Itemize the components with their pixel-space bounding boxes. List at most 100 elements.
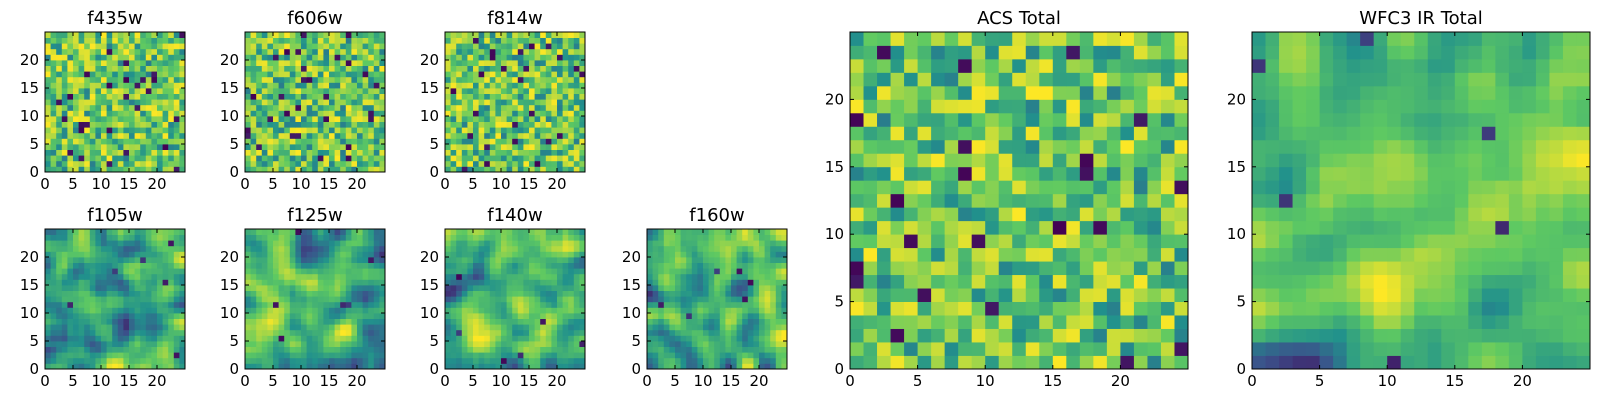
heatmap-cell xyxy=(89,76,96,83)
heatmap-cell xyxy=(73,257,79,263)
heatmap-cell xyxy=(373,144,380,150)
heatmap-cell xyxy=(329,341,335,347)
heatmap-cell xyxy=(484,43,491,50)
heatmap-cell xyxy=(379,93,386,100)
heatmap-cell xyxy=(551,229,558,235)
heatmap-cell xyxy=(495,32,502,38)
heatmap-cell xyxy=(129,313,135,319)
heatmap-cell xyxy=(523,166,530,173)
heatmap-cell xyxy=(56,88,63,94)
heatmap-cell xyxy=(473,240,479,247)
heatmap-cell xyxy=(725,357,732,364)
heatmap-cell xyxy=(362,279,369,286)
heatmap-cell xyxy=(323,110,330,117)
heatmap-cell xyxy=(517,357,524,364)
heatmap-cell xyxy=(157,341,163,347)
heatmap-cell xyxy=(467,251,474,258)
heatmap-cell xyxy=(958,166,973,181)
heatmap-cell xyxy=(106,363,113,370)
heatmap-cell xyxy=(691,240,698,247)
heatmap-cell xyxy=(95,48,102,55)
heatmap-cell xyxy=(445,229,451,235)
heatmap-cell xyxy=(351,296,358,303)
heatmap-cell xyxy=(56,104,63,111)
heatmap-cell xyxy=(579,110,586,117)
heatmap-cell xyxy=(145,110,152,117)
heatmap-cell xyxy=(1147,315,1162,329)
heatmap-cell xyxy=(568,132,575,139)
heatmap-cell xyxy=(145,37,152,44)
heatmap-cell xyxy=(168,127,175,134)
heatmap-cell xyxy=(562,301,569,308)
heatmap-cell xyxy=(501,324,507,331)
heatmap-cell xyxy=(523,268,530,275)
heatmap-cell xyxy=(295,268,302,275)
heatmap-cell xyxy=(261,60,268,66)
heatmap-cell xyxy=(261,290,268,297)
heatmap-cell xyxy=(45,357,51,364)
heatmap-cell xyxy=(329,110,335,117)
heatmap-cell xyxy=(56,251,63,258)
heatmap-cell xyxy=(284,37,291,44)
heatmap-cell xyxy=(517,121,524,128)
heatmap-cell xyxy=(473,43,479,50)
heatmap-cell xyxy=(450,257,457,263)
heatmap-cell xyxy=(73,60,79,66)
heatmap-cell xyxy=(579,138,586,145)
heatmap-cell xyxy=(573,160,580,167)
heatmap-cell xyxy=(78,110,85,117)
heatmap-cell xyxy=(351,341,358,347)
heatmap-cell xyxy=(759,229,765,235)
heatmap-cell xyxy=(284,257,291,263)
heatmap-cell xyxy=(273,138,279,145)
heatmap-cell xyxy=(173,257,180,263)
heatmap-cell xyxy=(78,166,85,173)
heatmap-cell xyxy=(112,290,119,297)
heatmap-cell xyxy=(461,329,468,336)
heatmap-cell xyxy=(445,121,451,128)
heatmap-cell xyxy=(351,301,358,308)
heatmap-cell xyxy=(759,262,765,269)
heatmap-cell xyxy=(295,138,302,145)
heatmap-cell xyxy=(106,116,113,122)
heatmap-cell xyxy=(742,285,749,291)
heatmap-cell xyxy=(697,307,704,314)
heatmap-cell xyxy=(529,104,535,111)
heatmap-cell xyxy=(484,93,491,100)
heatmap-cell xyxy=(301,37,307,44)
y-tick-label: 0 xyxy=(29,360,39,378)
heatmap-cell xyxy=(373,32,380,38)
heatmap-cell xyxy=(557,290,563,297)
heatmap-cell xyxy=(95,329,102,336)
heatmap-cell xyxy=(703,245,709,252)
heatmap-cell xyxy=(450,116,457,122)
heatmap-cell xyxy=(284,324,291,331)
heatmap-cell xyxy=(267,357,274,364)
heatmap-cell xyxy=(67,313,74,319)
heatmap-cell xyxy=(691,279,698,286)
heatmap-cell xyxy=(357,234,363,241)
heatmap-cell xyxy=(289,166,296,173)
heatmap-cell xyxy=(770,229,777,235)
heatmap-cell xyxy=(301,166,307,173)
heatmap-cell xyxy=(151,37,158,44)
heatmap-cell xyxy=(245,296,251,303)
heatmap-cell xyxy=(368,273,375,280)
heatmap-cell xyxy=(351,160,358,167)
heatmap-cell xyxy=(357,307,363,314)
heatmap-cell xyxy=(245,32,251,38)
heatmap-cell xyxy=(84,43,91,50)
heatmap-cell xyxy=(61,301,68,308)
heatmap-cell xyxy=(557,335,563,342)
heatmap-cell xyxy=(140,110,147,117)
heatmap-cell xyxy=(489,301,496,308)
heatmap-cell xyxy=(117,160,124,167)
heatmap-cell xyxy=(162,240,169,247)
heatmap-cell xyxy=(540,104,547,111)
heatmap-cell xyxy=(362,329,369,336)
heatmap-cell xyxy=(140,363,147,370)
heatmap-cell xyxy=(517,296,524,303)
heatmap-cell xyxy=(373,352,380,359)
heatmap-cell xyxy=(501,329,507,336)
heatmap-cell xyxy=(747,251,754,258)
